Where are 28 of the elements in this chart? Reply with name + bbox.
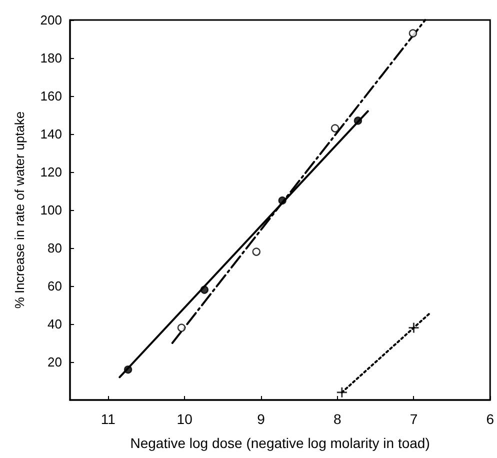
- x-tick-label: 10: [176, 411, 193, 427]
- y-tick-label: 120: [40, 164, 62, 180]
- point: [278, 196, 286, 205]
- y-tick-label: 200: [40, 12, 62, 28]
- x-tick-label: 9: [257, 411, 266, 427]
- point: [200, 286, 209, 294]
- x-tick-label: 8: [333, 411, 342, 427]
- point: [124, 366, 132, 374]
- x-tick-label: 7: [410, 411, 418, 427]
- point: [252, 248, 260, 256]
- y-tick-label: 100: [40, 202, 62, 218]
- y-tick-label: 160: [40, 88, 62, 104]
- point: [354, 116, 362, 125]
- y-tick-label: 60: [48, 278, 62, 294]
- x-axis-title: Negative log dose (negative log molarity in toad): [130, 435, 430, 451]
- y-tick-label: 140: [40, 126, 62, 142]
- point: [330, 124, 340, 132]
- point: [408, 322, 420, 334]
- point: [177, 324, 186, 332]
- point: [408, 29, 418, 38]
- y-axis-title: % Increase in rate of water uptake: [12, 111, 27, 309]
- y-tick-label: 180: [40, 50, 62, 66]
- y-tick-label: 80: [48, 240, 62, 256]
- point: [336, 386, 348, 398]
- x-tick-label: 6: [486, 411, 494, 427]
- y-tick-label: 40: [48, 316, 62, 332]
- y-tick-label: 20: [48, 354, 62, 370]
- x-tick-label: 11: [100, 411, 116, 427]
